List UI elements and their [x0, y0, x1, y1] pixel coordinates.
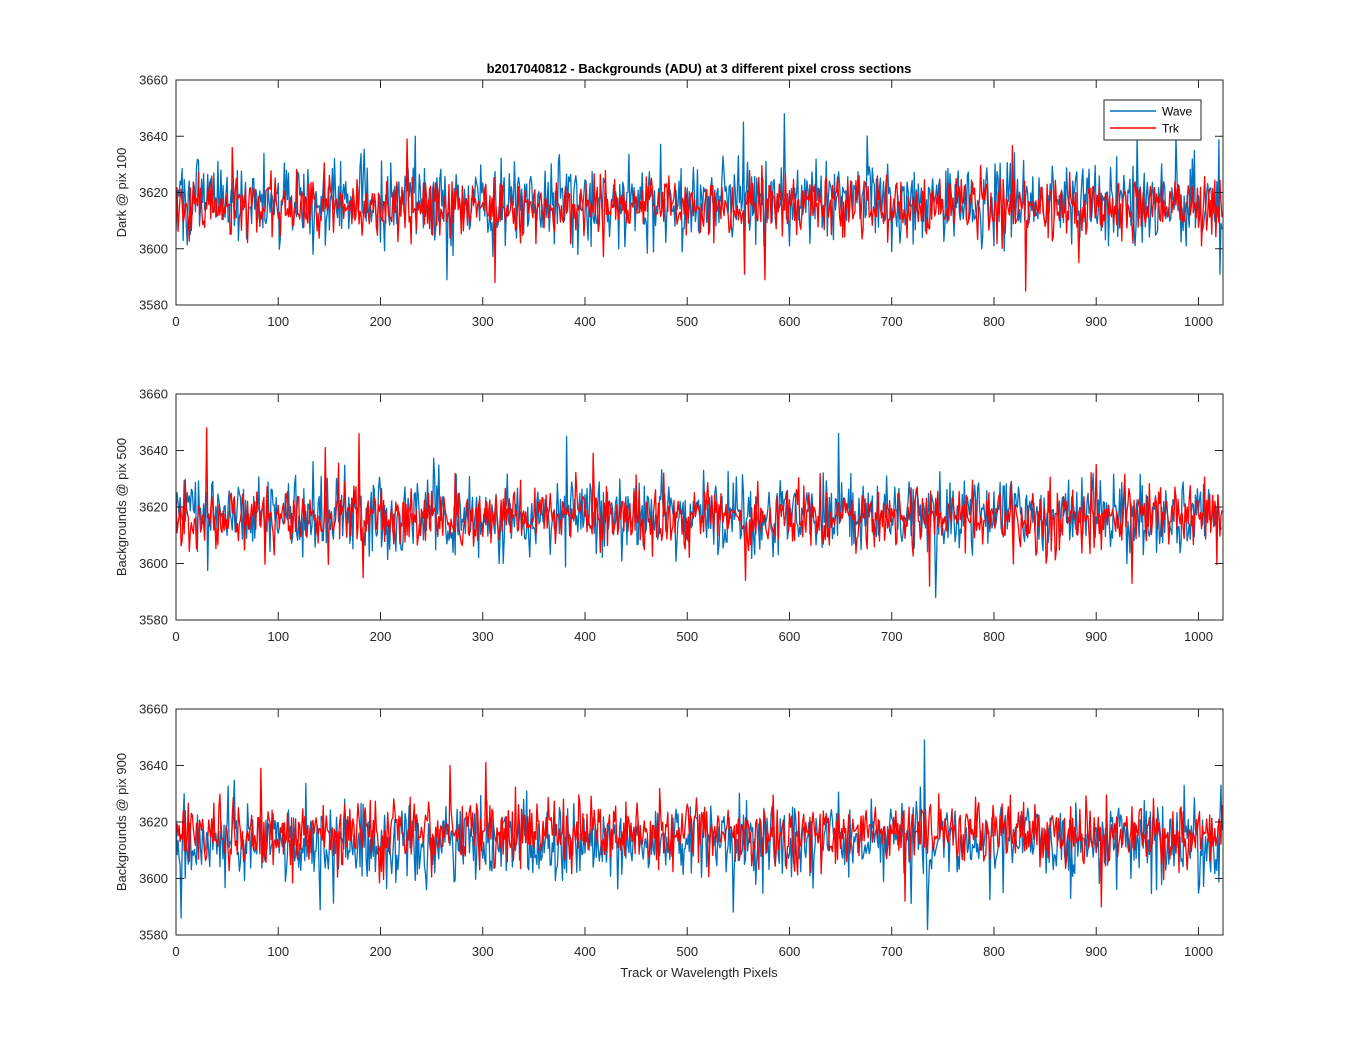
y-axis-label: Backgrounds @ pix 900: [114, 753, 129, 891]
x-tick-label: 400: [574, 944, 596, 959]
x-tick-label: 500: [676, 629, 698, 644]
x-tick-label: 100: [267, 629, 289, 644]
x-tick-label: 400: [574, 629, 596, 644]
x-tick-label: 800: [983, 629, 1005, 644]
x-tick-label: 800: [983, 314, 1005, 329]
x-tick-label: 1000: [1184, 944, 1213, 959]
x-tick-label: 800: [983, 944, 1005, 959]
y-tick-label: 3640: [139, 129, 168, 144]
series-line-trk: [176, 427, 1223, 587]
x-tick-label: 500: [676, 944, 698, 959]
series-line-trk: [176, 762, 1223, 908]
x-tick-label: 700: [881, 629, 903, 644]
x-tick-label: 200: [370, 314, 392, 329]
y-tick-label: 3600: [139, 871, 168, 886]
x-tick-label: 0: [172, 629, 179, 644]
legend-label-trk: Trk: [1162, 122, 1180, 136]
x-tick-label: 0: [172, 314, 179, 329]
x-tick-label: 900: [1085, 314, 1107, 329]
y-tick-label: 3660: [139, 702, 168, 717]
legend-box: [1103, 99, 1202, 141]
x-tick-label: 600: [779, 944, 801, 959]
figure-title: b2017040812 - Backgrounds (ADU) at 3 dif…: [487, 61, 912, 76]
x-tick-label: 700: [881, 314, 903, 329]
x-tick-label: 500: [676, 314, 698, 329]
subplot-backgrounds-pix-500: 0 100 200 300 400 500 600 700 800 900 1000 3580 3600…: [114, 387, 1224, 644]
y-tick-label: 3600: [139, 556, 168, 571]
x-tick-label: 200: [370, 944, 392, 959]
y-axis-label: Dark @ pix 100: [114, 148, 129, 238]
x-tick-label: 700: [881, 944, 903, 959]
x-tick-label: 200: [370, 629, 392, 644]
y-tick-label: 3580: [139, 928, 168, 943]
x-tick-label: 1000: [1184, 314, 1213, 329]
x-tick-label: 900: [1085, 944, 1107, 959]
x-tick-label: 1000: [1184, 629, 1213, 644]
legend-label-wave: Wave: [1162, 105, 1193, 119]
y-axis-label: Backgrounds @ pix 500: [114, 438, 129, 576]
y-tick-label: 3580: [139, 298, 168, 313]
x-tick-label: 400: [574, 314, 596, 329]
x-tick-label: 300: [472, 629, 494, 644]
y-tick-label: 3620: [139, 500, 168, 515]
y-tick-label: 3600: [139, 241, 168, 256]
x-axis-label: Track or Wavelength Pixels: [620, 965, 778, 980]
y-tick-label: 3660: [139, 73, 168, 88]
y-tick-label: 3580: [139, 613, 168, 628]
subplot-dark-pix-100: 0 100 200 300 400 500 600 700 800 900 1000 3580 3600…: [114, 73, 1224, 329]
x-tick-label: 600: [779, 314, 801, 329]
x-tick-label: 0: [172, 944, 179, 959]
y-tick-label: 3640: [139, 758, 168, 773]
y-tick-label: 3620: [139, 185, 168, 200]
x-tick-label: 600: [779, 629, 801, 644]
x-tick-label: 100: [267, 944, 289, 959]
x-tick-label: 300: [472, 314, 494, 329]
chart-legend: Wave Trk: [1103, 99, 1202, 141]
x-tick-label: 300: [472, 944, 494, 959]
y-tick-label: 3640: [139, 443, 168, 458]
subplot-backgrounds-pix-900: 0 100 200 300 400 500 600 700 800 900 1000 3580 3600…: [114, 702, 1224, 959]
series-line-trk: [176, 138, 1223, 292]
x-tick-label: 100: [267, 314, 289, 329]
y-tick-label: 3660: [139, 387, 168, 402]
x-tick-label: 900: [1085, 629, 1107, 644]
y-tick-label: 3620: [139, 815, 168, 830]
